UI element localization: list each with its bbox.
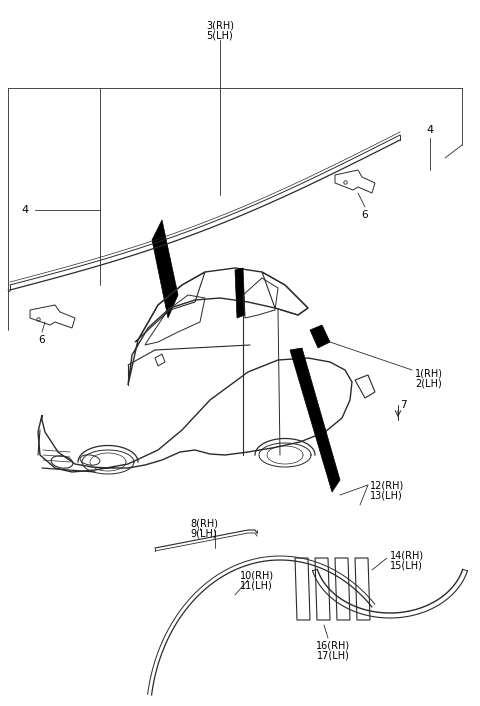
Text: 16(RH): 16(RH)	[316, 640, 350, 650]
Text: 8(RH): 8(RH)	[190, 518, 218, 528]
Text: 3(RH): 3(RH)	[206, 20, 234, 30]
Text: 7: 7	[400, 400, 407, 410]
Polygon shape	[290, 348, 340, 492]
Text: 1(RH): 1(RH)	[415, 368, 443, 378]
Text: 2(LH): 2(LH)	[415, 378, 442, 388]
Polygon shape	[152, 220, 178, 318]
Text: 5(LH): 5(LH)	[206, 30, 233, 40]
Polygon shape	[310, 325, 330, 348]
Text: 17(LH): 17(LH)	[317, 650, 349, 660]
Text: 13(LH): 13(LH)	[370, 490, 403, 500]
Text: 14(RH): 14(RH)	[390, 550, 424, 560]
Text: 6: 6	[362, 210, 368, 220]
Text: 4: 4	[426, 125, 433, 135]
Text: 12(RH): 12(RH)	[370, 480, 404, 490]
Text: 15(LH): 15(LH)	[390, 560, 423, 570]
Text: 9(LH): 9(LH)	[190, 528, 216, 538]
Polygon shape	[235, 268, 245, 318]
Text: 6: 6	[39, 335, 45, 345]
Text: 4: 4	[22, 205, 29, 215]
Text: 11(LH): 11(LH)	[240, 580, 273, 590]
Text: 10(RH): 10(RH)	[240, 570, 274, 580]
